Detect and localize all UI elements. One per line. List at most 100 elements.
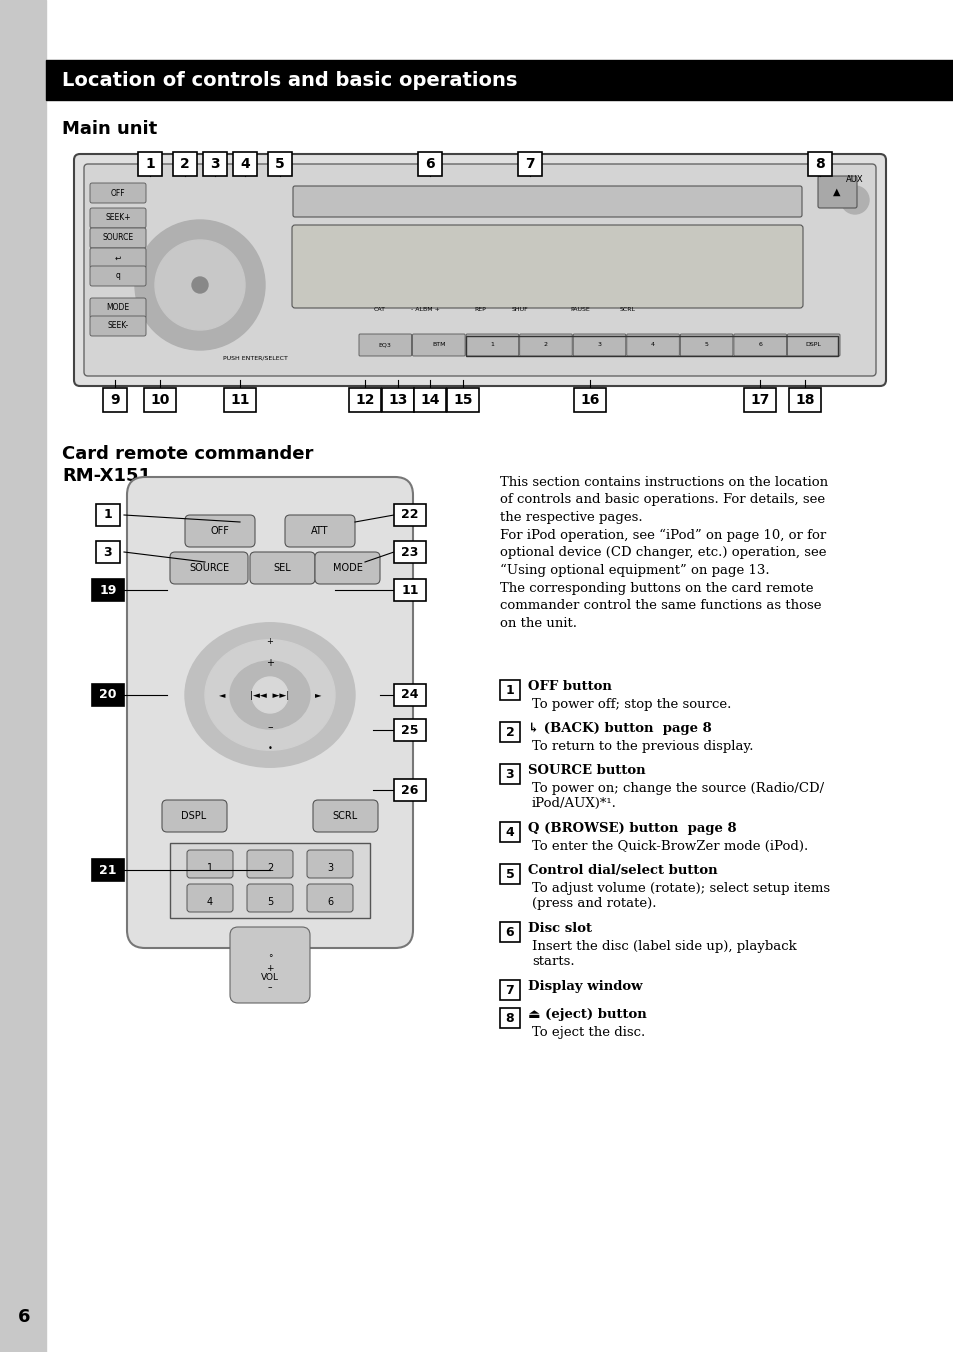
Text: CAT: CAT <box>374 307 386 312</box>
Text: EQ3: EQ3 <box>378 342 392 347</box>
FancyBboxPatch shape <box>519 334 572 356</box>
FancyBboxPatch shape <box>817 176 856 208</box>
Text: 5: 5 <box>267 896 273 907</box>
Bar <box>394 541 426 562</box>
Text: 6: 6 <box>18 1307 30 1326</box>
Text: 24: 24 <box>401 688 418 702</box>
Circle shape <box>841 187 868 214</box>
FancyBboxPatch shape <box>247 850 293 877</box>
Circle shape <box>135 220 265 350</box>
Bar <box>394 579 426 602</box>
Circle shape <box>252 677 288 713</box>
Text: 19: 19 <box>99 584 116 596</box>
Text: ↳ (BACK) button  page 8: ↳ (BACK) button page 8 <box>527 722 711 735</box>
Text: 2: 2 <box>543 342 547 347</box>
Bar <box>91 859 124 882</box>
FancyBboxPatch shape <box>466 334 518 356</box>
Bar <box>788 388 821 412</box>
Text: 1: 1 <box>490 342 494 347</box>
FancyBboxPatch shape <box>626 334 679 356</box>
FancyBboxPatch shape <box>573 334 625 356</box>
FancyBboxPatch shape <box>127 477 413 948</box>
Text: 6: 6 <box>505 926 514 938</box>
Text: 23: 23 <box>401 545 418 558</box>
Text: 8: 8 <box>505 1011 514 1025</box>
Text: 3: 3 <box>505 768 514 780</box>
Text: 9: 9 <box>111 393 120 407</box>
FancyBboxPatch shape <box>162 800 227 831</box>
Text: 5: 5 <box>274 157 285 170</box>
FancyBboxPatch shape <box>90 228 146 247</box>
Text: To adjust volume (rotate); select setup items
(press and rotate).: To adjust volume (rotate); select setup … <box>532 882 829 910</box>
Text: 1: 1 <box>145 157 154 170</box>
Text: 20: 20 <box>99 688 116 702</box>
Text: MODE: MODE <box>333 562 362 573</box>
FancyBboxPatch shape <box>90 208 146 228</box>
Text: Control dial/select button: Control dial/select button <box>527 864 717 877</box>
FancyBboxPatch shape <box>313 800 377 831</box>
Circle shape <box>192 277 208 293</box>
Text: DSPL: DSPL <box>181 811 207 821</box>
Bar <box>0 0 46 1352</box>
Bar <box>96 541 120 562</box>
FancyBboxPatch shape <box>285 515 355 548</box>
Text: ⏏ (eject) button: ⏏ (eject) button <box>527 1009 646 1021</box>
Bar <box>170 844 370 918</box>
Text: SOURCE: SOURCE <box>189 562 229 573</box>
Text: 11: 11 <box>230 393 250 407</box>
Bar <box>499 922 519 942</box>
Bar <box>233 151 256 176</box>
Text: SOURCE button: SOURCE button <box>527 764 645 777</box>
Text: 5: 5 <box>505 868 514 880</box>
Text: 4: 4 <box>505 826 514 838</box>
Bar <box>268 151 292 176</box>
Text: •: • <box>267 744 273 753</box>
Text: Insert the disc (label side up), playback
starts.: Insert the disc (label side up), playbac… <box>532 940 796 968</box>
FancyBboxPatch shape <box>84 164 875 376</box>
Bar <box>394 504 426 526</box>
Bar <box>447 388 478 412</box>
Text: OFF button: OFF button <box>527 680 611 694</box>
Bar <box>138 151 162 176</box>
FancyBboxPatch shape <box>90 316 146 337</box>
Text: 3: 3 <box>597 342 601 347</box>
Bar <box>499 822 519 842</box>
Text: 6: 6 <box>327 896 333 907</box>
Text: Main unit: Main unit <box>62 120 157 138</box>
Text: To power off; stop the source.: To power off; stop the source. <box>532 698 731 711</box>
Text: 1: 1 <box>505 684 514 696</box>
Bar <box>499 864 519 884</box>
Text: 3: 3 <box>210 157 219 170</box>
Text: ►: ► <box>314 691 321 699</box>
Text: 3: 3 <box>104 545 112 558</box>
Text: +: + <box>266 658 274 668</box>
Text: 17: 17 <box>749 393 769 407</box>
Text: 3: 3 <box>327 863 333 873</box>
FancyBboxPatch shape <box>307 884 353 913</box>
Text: 2: 2 <box>505 726 514 738</box>
Bar <box>349 388 380 412</box>
Bar <box>394 684 426 706</box>
FancyBboxPatch shape <box>314 552 379 584</box>
Text: q: q <box>115 272 120 280</box>
FancyBboxPatch shape <box>786 334 840 356</box>
Text: 16: 16 <box>579 393 599 407</box>
FancyBboxPatch shape <box>90 297 146 318</box>
FancyBboxPatch shape <box>187 884 233 913</box>
Text: +: + <box>266 637 274 646</box>
Text: 4: 4 <box>207 896 213 907</box>
Bar <box>414 388 446 412</box>
Text: Q (BROWSE) button  page 8: Q (BROWSE) button page 8 <box>527 822 736 836</box>
Text: 7: 7 <box>505 983 514 996</box>
Text: BTM: BTM <box>432 342 445 347</box>
FancyBboxPatch shape <box>733 334 785 356</box>
Text: 13: 13 <box>388 393 407 407</box>
Bar <box>91 684 124 706</box>
Ellipse shape <box>185 623 355 767</box>
Text: ▲: ▲ <box>832 187 840 197</box>
Text: ATT: ATT <box>311 526 329 535</box>
Text: 10: 10 <box>151 393 170 407</box>
FancyBboxPatch shape <box>90 183 146 203</box>
Text: SEEK-: SEEK- <box>108 322 129 330</box>
Text: ◄: ◄ <box>218 691 225 699</box>
